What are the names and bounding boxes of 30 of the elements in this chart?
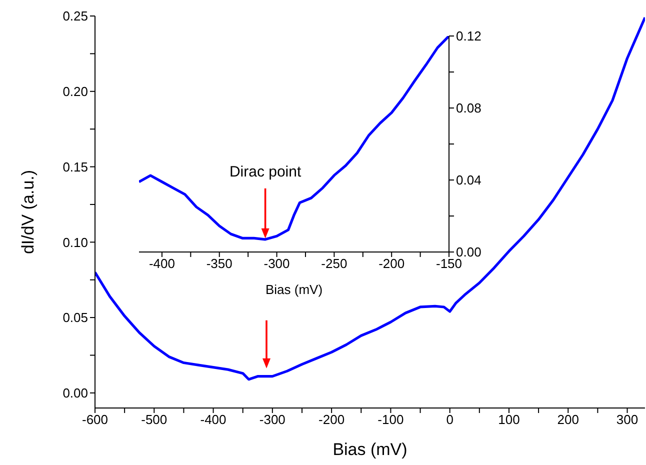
x-tick-label: 100 <box>498 412 520 428</box>
line-series <box>139 36 449 241</box>
y-tick-label: 0.15 <box>62 159 88 174</box>
y-tick-label: 0.25 <box>62 8 88 24</box>
x-axis-title: Bias (mV) <box>265 282 323 297</box>
y-tick-label: 0.10 <box>62 234 88 250</box>
y-axis-title: dI/dV (a.u.) <box>18 170 38 254</box>
x-tick-label: -350 <box>206 256 232 272</box>
x-tick-label: -100 <box>378 412 404 428</box>
y-tick-label: 0.12 <box>456 28 482 44</box>
x-tick-label: -200 <box>318 412 345 428</box>
x-tick-label: -600 <box>82 412 108 428</box>
y-tick-label: 0.20 <box>62 84 88 99</box>
x-axis-title: Bias (mV) <box>332 440 408 459</box>
line-series <box>95 16 645 381</box>
y-tick-label: 0.08 <box>456 100 482 116</box>
x-tick-label: 300 <box>616 412 638 428</box>
x-tick-label: -300 <box>264 256 290 272</box>
y-tick-label: 0.00 <box>62 386 88 401</box>
x-tick-label: -250 <box>321 256 348 272</box>
y-tick-label: 0.05 <box>62 310 88 326</box>
x-tick-label: -400 <box>148 256 175 272</box>
x-tick-label: -200 <box>378 256 405 272</box>
x-tick-label: -500 <box>141 412 168 428</box>
x-tick-label: -400 <box>200 412 226 428</box>
x-tick-label: 0 <box>446 412 454 428</box>
x-tick-label: 200 <box>557 412 579 428</box>
annotation: Dirac point <box>229 163 302 180</box>
x-tick-label: -300 <box>259 412 286 428</box>
y-tick-label: 0.04 <box>456 172 482 188</box>
